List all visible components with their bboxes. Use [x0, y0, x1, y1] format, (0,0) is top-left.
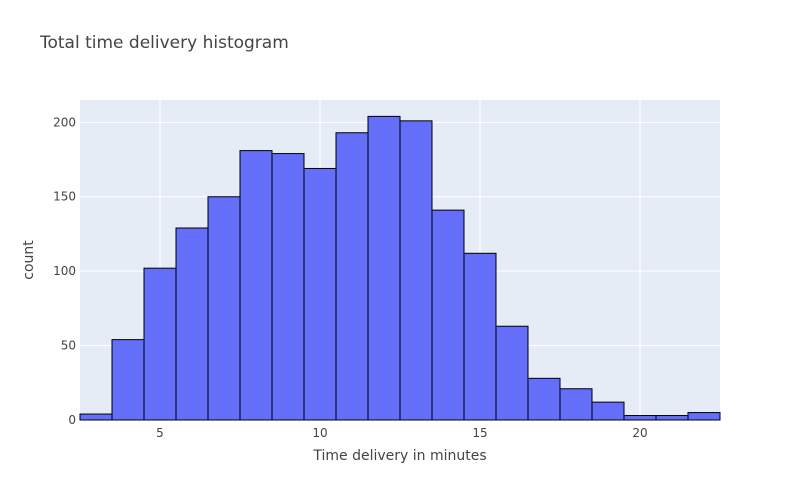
x-axis-ticks: 5 10 15 20 — [156, 426, 647, 440]
histogram-bar[interactable] — [303, 167, 337, 421]
x-tick-label: 20 — [632, 426, 647, 440]
y-tick-label: 0 — [68, 413, 76, 427]
y-axis-ticks: 0 50 100 150 200 — [53, 115, 76, 427]
y-tick-label: 100 — [53, 264, 76, 278]
histogram-bar[interactable] — [687, 412, 721, 421]
histogram-bar[interactable] — [111, 339, 145, 421]
x-tick-label: 15 — [472, 426, 487, 440]
histogram-bar[interactable] — [495, 325, 529, 421]
histogram-bar[interactable] — [527, 377, 561, 421]
histogram-bar[interactable] — [559, 388, 593, 421]
histogram-bar[interactable] — [591, 401, 625, 421]
bars — [79, 115, 721, 421]
histogram-bar[interactable] — [143, 267, 177, 421]
x-tick-label: 10 — [312, 426, 327, 440]
histogram-bar[interactable] — [207, 196, 241, 421]
y-tick-label: 50 — [61, 339, 76, 353]
x-tick-label: 5 — [156, 426, 164, 440]
histogram-bar[interactable] — [239, 150, 273, 421]
histogram-bar[interactable] — [79, 413, 113, 421]
histogram-bar[interactable] — [335, 132, 369, 421]
y-axis-label: count — [21, 240, 37, 280]
histogram-bar[interactable] — [367, 115, 401, 421]
histogram-bar[interactable] — [655, 415, 689, 421]
y-tick-label: 200 — [53, 115, 76, 129]
chart-title: Total time delivery histogram — [40, 33, 289, 53]
y-tick-label: 150 — [53, 190, 76, 204]
histogram-bar[interactable] — [623, 415, 657, 421]
x-axis-label: Time delivery in minutes — [312, 448, 486, 464]
histogram-bar[interactable] — [463, 252, 497, 421]
histogram-bar[interactable] — [175, 227, 209, 421]
histogram-bar[interactable] — [271, 153, 305, 421]
histogram-bar[interactable] — [431, 209, 465, 421]
histogram-bar[interactable] — [399, 120, 433, 421]
